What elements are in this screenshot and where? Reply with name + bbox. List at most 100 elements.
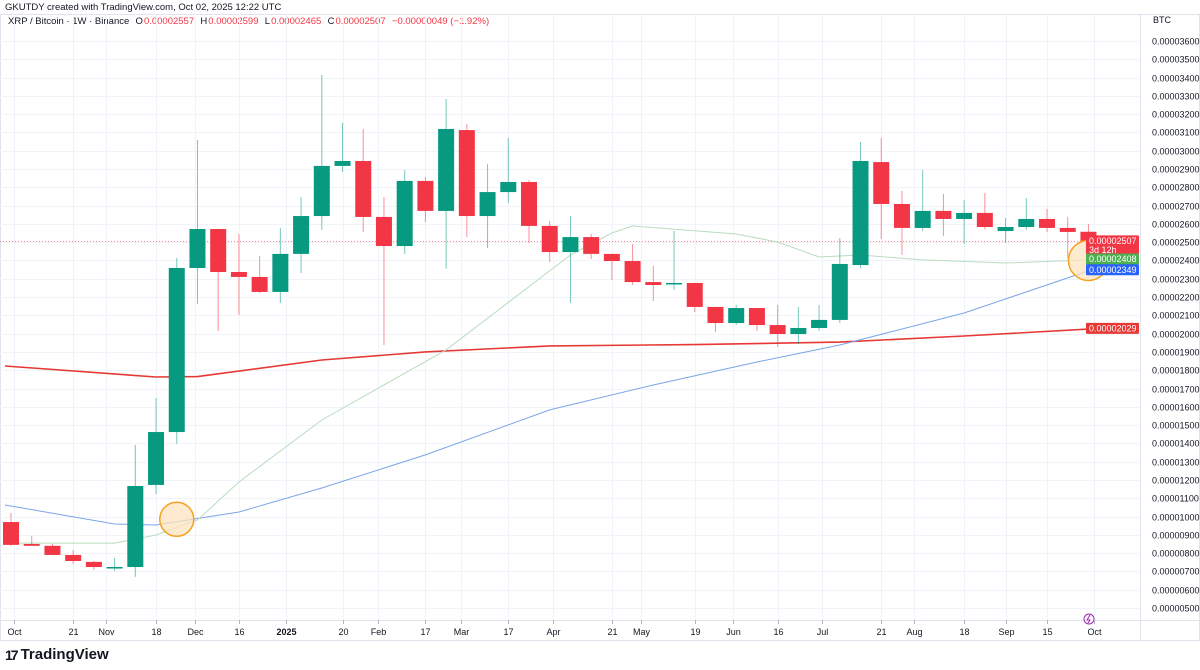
high-label: H — [200, 16, 208, 27]
candle-up — [956, 199, 973, 245]
candle-up — [293, 197, 310, 273]
y-tick-label: 0.00002100 — [1152, 311, 1200, 321]
y-tick-label: 0.00002200 — [1152, 293, 1200, 303]
ma-red-line — [4, 328, 1089, 378]
y-tick-label: 0.00000500 — [1152, 604, 1200, 614]
candle-body — [935, 210, 952, 219]
price-label-bg — [1086, 264, 1139, 276]
price-label: 0.00002408 — [1086, 253, 1139, 265]
y-tick-label: 0.00003400 — [1152, 74, 1200, 84]
candle-body — [293, 216, 310, 254]
candle-up — [1018, 197, 1035, 230]
overlay — [159, 239, 1110, 625]
candle-body — [313, 165, 330, 217]
price-label: 0.00002029 — [1086, 322, 1139, 334]
candle-body — [396, 180, 413, 247]
candle-body — [251, 276, 268, 292]
y-tick-label: 0.00002900 — [1152, 165, 1200, 175]
candle-body — [603, 253, 620, 262]
candle-body — [106, 567, 123, 569]
high-value: 0.00002599 — [208, 16, 259, 27]
y-tick-label: 0.00001500 — [1152, 421, 1200, 431]
candle-body — [521, 182, 537, 226]
y-tick-label: 0.00001800 — [1152, 366, 1200, 376]
candle-down — [458, 124, 475, 238]
y-tick-label: 0.00001300 — [1152, 458, 1200, 468]
time-axis[interactable]: Oct 21 Nov 18 Dec 16 2025 20 Feb 17 Mar 17 Apr 21 May 1… — [7, 620, 1102, 637]
close-label: C — [327, 16, 335, 27]
candle-down — [417, 177, 434, 223]
candle-body — [355, 160, 372, 217]
candle-up — [562, 216, 579, 303]
x-tick-label: Jul — [817, 627, 829, 637]
y-tick-label: 0.00002700 — [1152, 202, 1200, 212]
candle-down — [603, 253, 620, 281]
x-tick-label: 18 — [151, 627, 161, 637]
candle-body — [44, 545, 61, 555]
candle-body — [645, 282, 662, 285]
candle-body — [85, 561, 102, 568]
x-tick-label: 17 — [503, 627, 513, 637]
price-axis[interactable]: 0.00000500 0.00000600 0.00000700 0.00000800… — [1152, 37, 1200, 614]
candle-down — [375, 197, 392, 345]
candle-body — [686, 282, 703, 307]
x-tick-label: 16 — [773, 627, 783, 637]
y-tick-label: 0.00002600 — [1152, 220, 1200, 230]
symbol-title[interactable]: XRP / Bitcoin · 1W · Binance — [8, 16, 130, 27]
y-tick-label: 0.00001200 — [1152, 476, 1200, 486]
candles — [3, 75, 1097, 577]
candle-body — [23, 543, 40, 546]
x-tick-label: Apr — [546, 627, 560, 637]
x-tick-label: Feb — [371, 627, 387, 637]
y-tick-label: 0.00002500 — [1152, 238, 1200, 248]
candle-up — [106, 557, 123, 572]
price-label-text: 0.00002029 — [1089, 323, 1137, 333]
candle-up — [396, 169, 413, 254]
candle-body — [500, 182, 517, 193]
candle-up — [313, 75, 330, 230]
y-tick-label: 0.00001600 — [1152, 403, 1200, 413]
candle-body — [811, 319, 828, 328]
candle-down — [645, 265, 662, 301]
candle-body — [148, 432, 165, 485]
x-tick-label: 18 — [959, 627, 969, 637]
candle-down — [521, 180, 537, 243]
y-tick-label: 0.00001100 — [1152, 494, 1199, 504]
candle-body — [997, 227, 1014, 232]
y-tick-label: 0.00003600 — [1152, 37, 1200, 47]
y-tick-label: 0.00003000 — [1152, 147, 1200, 157]
candle-body — [852, 160, 869, 266]
lightning-icon-circle — [1083, 613, 1095, 625]
candle-body — [375, 216, 392, 247]
x-tick-label: May — [633, 627, 651, 637]
open-value: 0.00002557 — [143, 16, 195, 27]
candle-up — [272, 227, 289, 303]
low-label: L — [264, 16, 271, 27]
candle-down — [748, 308, 765, 331]
x-tick-label: Jun — [726, 627, 741, 637]
candle-body — [707, 306, 724, 324]
candle-body — [769, 325, 786, 335]
tradingview-logo[interactable]: 17 TradingView — [5, 646, 109, 663]
candle-down — [23, 535, 40, 546]
price-chart[interactable]: 0.00000500 0.00000600 0.00000700 0.00000800… — [0, 0, 1200, 645]
y-tick-label: 0.00003100 — [1152, 128, 1200, 138]
price-label-text: 0.00002507 — [1089, 236, 1137, 246]
x-tick-label: Aug — [906, 627, 922, 637]
x-tick-label: Oct — [1087, 627, 1102, 637]
candle-down — [873, 137, 890, 239]
price-label: 0.00002349 — [1086, 264, 1139, 276]
candle-down — [624, 244, 641, 285]
candle-body — [1039, 218, 1055, 228]
y-tick-label: 0.00003500 — [1152, 55, 1200, 65]
x-tick-label: 19 — [690, 627, 700, 637]
candle-up — [811, 304, 828, 331]
y-tick-label: 0.00002400 — [1152, 256, 1200, 266]
low-value: 0.00002465 — [271, 16, 322, 27]
candle-body — [210, 229, 227, 273]
y-tick-label: 0.00000600 — [1152, 586, 1200, 596]
candle-body — [230, 272, 247, 277]
candle-up — [168, 257, 185, 444]
